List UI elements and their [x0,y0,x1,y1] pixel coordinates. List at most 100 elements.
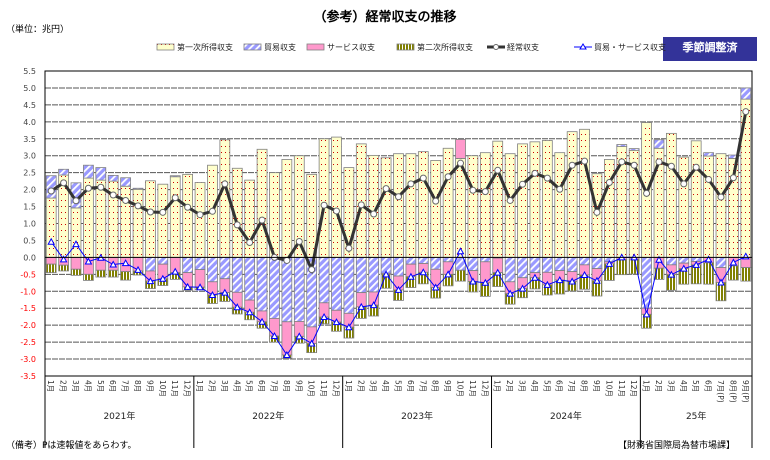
trade-services-point [208,290,217,299]
month-label: 3月 [71,380,80,392]
current-account-point [283,256,291,264]
trade-services-point [655,255,663,263]
bar-services [455,139,466,159]
month-label: 7月 [121,380,130,392]
y-tick-label: -1.0 [20,287,36,296]
month-label: 9月 [294,380,303,392]
bar-trade [616,144,628,147]
bar-secondary-income [45,263,57,274]
bar-secondary-income [107,269,119,278]
month-label: 9月(P) [741,380,750,403]
trade-services-point [543,280,552,288]
y-tick-label: -3.0 [20,355,36,364]
month-label: 7月 [418,380,427,392]
bar-primary-income [157,183,169,258]
current-account-point [432,197,440,205]
current-account-point [221,180,229,188]
month-label: 5月 [394,380,403,392]
bar-primary-income [715,153,727,258]
bar-primary-income [331,136,342,258]
current-account-point [122,196,130,204]
bar-primary-income [442,147,454,258]
bar-primary-income [70,207,82,258]
current-account-point [233,221,241,229]
current-account-point [208,207,216,215]
trade-services-point [47,237,56,245]
trade-services-point [196,283,204,291]
bar-trade [678,256,690,264]
bar-trade [566,256,578,273]
trade-services-point [134,265,142,273]
trade-services-point [704,255,713,263]
bar-primary-income [355,143,367,258]
bar-trade [107,174,119,182]
trade-services-point [605,259,614,267]
current-account-point [568,161,576,169]
bar-secondary-income [70,268,82,276]
month-label: 4月 [679,380,688,392]
legend-label: 貿易収支 [264,42,296,52]
bar-secondary-income [616,259,628,276]
month-label: 11月 [319,380,328,397]
y-tick-label: 0.5 [23,236,36,245]
year-label: 2024年 [550,410,582,422]
bar-trade [83,164,94,179]
month-label: 6月 [555,380,564,392]
legend-label: 経常収支 [507,42,539,52]
trade-services-point [183,282,192,290]
trade-services-point [580,270,589,279]
y-tick-label: 3.0 [23,152,36,161]
bar-trade [430,256,442,270]
chart-title: （参考）経常収支の推移 [313,10,457,25]
legend-label: 貿易・サービス収支 [594,42,666,52]
month-label: 4月 [381,380,390,392]
bar-trade [442,256,454,263]
current-account-point [72,197,80,205]
bar-trade [169,175,181,178]
bar-primary-income [690,140,702,258]
current-account-point [469,186,477,194]
month-label: 2月 [59,380,68,392]
month-label: 12月 [183,380,192,397]
month-label: 10月 [307,380,316,397]
bar-primary-income [430,160,442,258]
legend-label: 第一次所得収支 [177,42,233,52]
trade-services-point [518,284,527,292]
current-account-point [444,173,452,181]
bar-trade [132,187,144,190]
month-label: 12月 [480,380,489,397]
trade-services-point [369,301,378,309]
bar-trade [467,256,479,272]
legend-swatch-services [306,43,325,51]
bar-secondary-income [740,267,752,282]
bar-primary-income [380,157,392,258]
month-label: 9月 [145,380,154,392]
trade-services-point [345,323,353,331]
trade-services-point [717,278,725,286]
bar-trade [281,256,293,323]
bar-trade [653,139,665,149]
bar-primary-income [579,128,590,258]
y-tick-label: 5.5 [23,67,36,76]
month-label: 4月 [232,380,241,392]
bar-trade [355,256,367,294]
month-label: 8月 [282,380,291,392]
bar-trade [541,256,553,273]
bar-primary-income [194,182,206,258]
current-account-point [667,162,675,170]
year-label: 2021年 [103,410,135,422]
bar-primary-income [554,152,566,258]
current-account-point [84,184,92,192]
bar-primary-income [417,151,429,258]
bar-trade [219,256,231,280]
legend-swatch-trade [243,43,262,51]
month-label: 9月 [443,380,452,392]
bar-primary-income [256,148,268,258]
bar-secondary-income [703,262,714,285]
current-account-point [60,179,68,187]
trade-services-point [233,303,242,311]
bar-trade [293,256,305,322]
current-account-point [295,237,303,245]
trade-services-point [481,278,490,286]
